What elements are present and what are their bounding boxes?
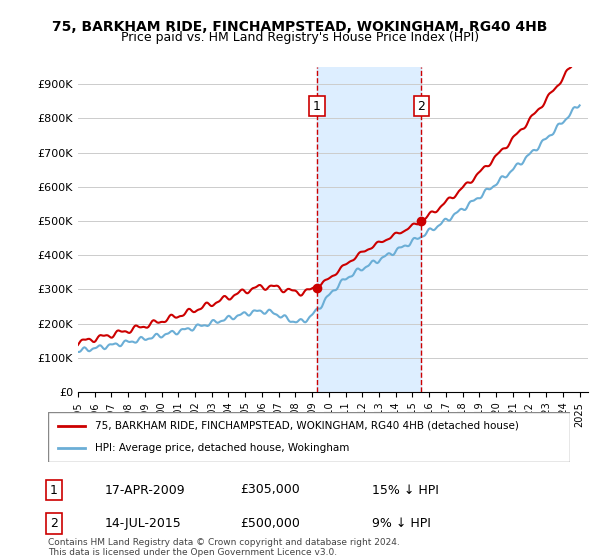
Text: £500,000: £500,000 xyxy=(240,517,300,530)
Text: 1: 1 xyxy=(313,100,321,113)
Text: 9% ↓ HPI: 9% ↓ HPI xyxy=(372,517,431,530)
Text: 14-JUL-2015: 14-JUL-2015 xyxy=(105,517,182,530)
FancyBboxPatch shape xyxy=(48,412,570,462)
Bar xyxy=(317,67,421,392)
Text: 2: 2 xyxy=(50,517,58,530)
Text: 17-APR-2009: 17-APR-2009 xyxy=(105,483,185,497)
Text: HPI: Average price, detached house, Wokingham: HPI: Average price, detached house, Woki… xyxy=(95,443,349,453)
Text: 1: 1 xyxy=(50,483,58,497)
Text: 15% ↓ HPI: 15% ↓ HPI xyxy=(372,483,439,497)
Text: 75, BARKHAM RIDE, FINCHAMPSTEAD, WOKINGHAM, RG40 4HB (detached house): 75, BARKHAM RIDE, FINCHAMPSTEAD, WOKINGH… xyxy=(95,421,519,431)
Text: £305,000: £305,000 xyxy=(240,483,300,497)
Text: Price paid vs. HM Land Registry's House Price Index (HPI): Price paid vs. HM Land Registry's House … xyxy=(121,31,479,44)
Text: 75, BARKHAM RIDE, FINCHAMPSTEAD, WOKINGHAM, RG40 4HB: 75, BARKHAM RIDE, FINCHAMPSTEAD, WOKINGH… xyxy=(52,20,548,34)
Text: 2: 2 xyxy=(418,100,425,113)
Text: Contains HM Land Registry data © Crown copyright and database right 2024.
This d: Contains HM Land Registry data © Crown c… xyxy=(48,538,400,557)
